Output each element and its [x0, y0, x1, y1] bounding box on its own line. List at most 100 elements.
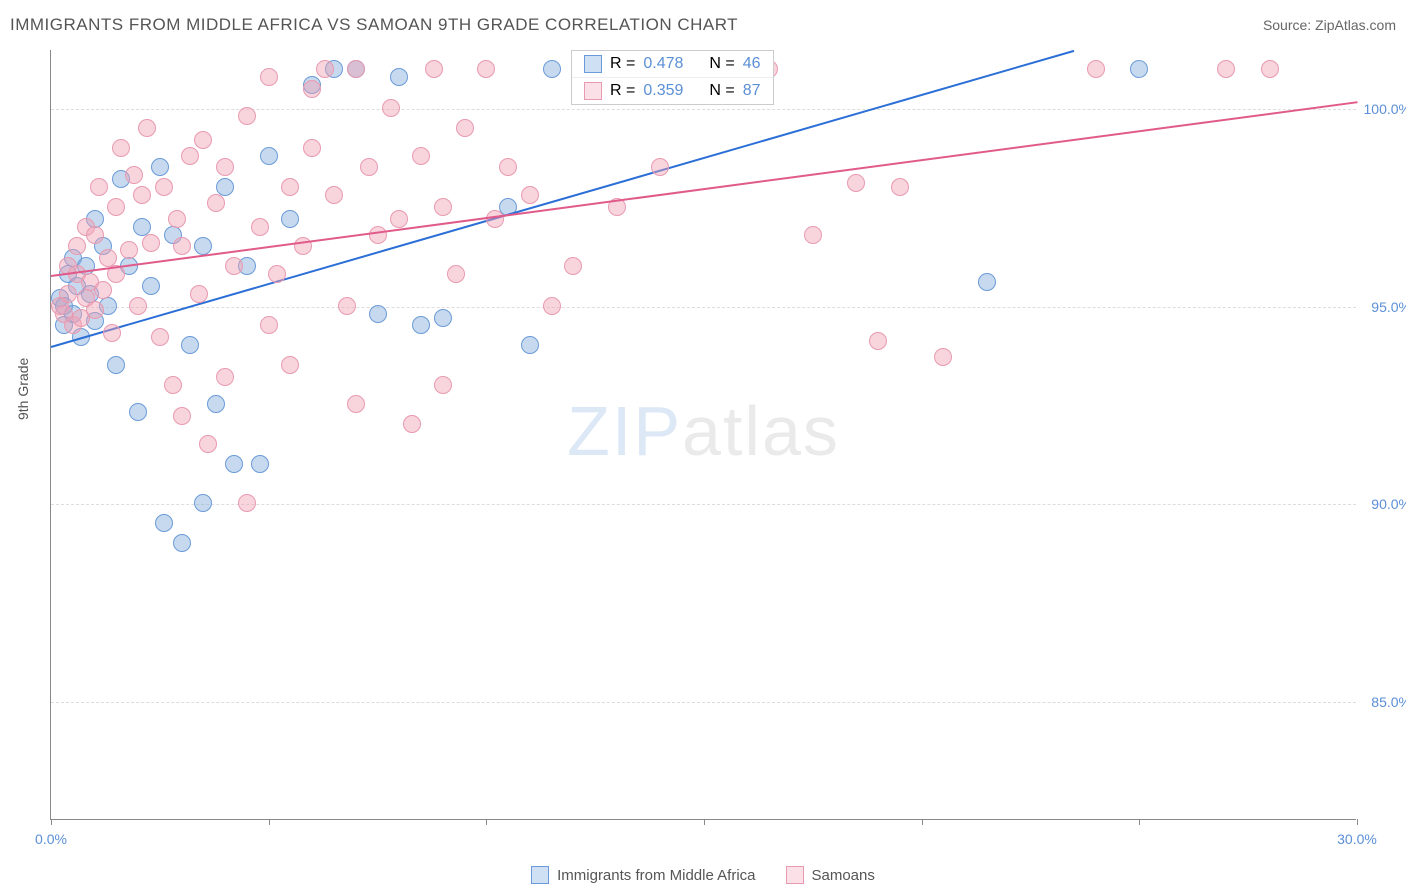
n-label: N =	[709, 55, 734, 73]
scatter-point	[142, 234, 160, 252]
scatter-point	[129, 297, 147, 315]
scatter-point	[251, 218, 269, 236]
scatter-point	[125, 166, 143, 184]
scatter-point	[543, 297, 561, 315]
r-value-1: 0.359	[643, 82, 683, 100]
scatter-point	[112, 139, 130, 157]
scatter-point	[268, 265, 286, 283]
scatter-point	[120, 241, 138, 259]
n-value-1: 87	[743, 82, 761, 100]
trend-line-0	[51, 50, 1075, 348]
scatter-point	[412, 147, 430, 165]
ytick-label: 90.0%	[1361, 496, 1406, 512]
scatter-point	[369, 226, 387, 244]
legend-row-series-0: R = 0.478 N = 46	[572, 51, 773, 77]
scatter-point	[151, 158, 169, 176]
scatter-point	[155, 514, 173, 532]
ytick-label: 100.0%	[1361, 101, 1406, 117]
ytick-label: 95.0%	[1361, 299, 1406, 315]
scatter-point	[216, 368, 234, 386]
r-value-0: 0.478	[643, 55, 683, 73]
scatter-point	[1217, 60, 1235, 78]
gridline-h	[51, 702, 1356, 703]
scatter-point	[499, 158, 517, 176]
scatter-point	[260, 68, 278, 86]
scatter-point	[447, 265, 465, 283]
chart-source: Source: ZipAtlas.com	[1263, 17, 1396, 33]
scatter-point	[360, 158, 378, 176]
scatter-point	[194, 131, 212, 149]
y-axis-label: 9th Grade	[15, 358, 31, 420]
scatter-point	[456, 119, 474, 137]
watermark-zip: ZIP	[567, 392, 682, 470]
legend-bottom-swatch-0	[531, 866, 549, 884]
gridline-h	[51, 307, 1356, 308]
scatter-point	[934, 348, 952, 366]
scatter-point	[316, 60, 334, 78]
scatter-point	[403, 415, 421, 433]
watermark: ZIPatlas	[567, 391, 840, 471]
scatter-point	[303, 80, 321, 98]
scatter-point	[173, 534, 191, 552]
scatter-point	[369, 305, 387, 323]
xtick	[704, 819, 705, 825]
legend-row-series-1: R = 0.359 N = 87	[572, 77, 773, 104]
scatter-point	[194, 494, 212, 512]
scatter-point	[434, 309, 452, 327]
scatter-point	[107, 356, 125, 374]
scatter-point	[164, 376, 182, 394]
scatter-point	[199, 435, 217, 453]
scatter-point	[216, 158, 234, 176]
scatter-point	[869, 332, 887, 350]
scatter-point	[173, 237, 191, 255]
scatter-point	[133, 186, 151, 204]
scatter-point	[238, 494, 256, 512]
scatter-point	[181, 147, 199, 165]
ytick-label: 85.0%	[1361, 694, 1406, 710]
scatter-point	[181, 336, 199, 354]
scatter-point	[151, 328, 169, 346]
xtick	[1357, 819, 1358, 825]
legend-bottom-label-1: Samoans	[812, 867, 875, 884]
scatter-point	[86, 226, 104, 244]
scatter-point	[434, 198, 452, 216]
legend-swatch-1	[584, 82, 602, 100]
scatter-point	[281, 356, 299, 374]
legend-swatch-0	[584, 55, 602, 73]
correlation-legend: R = 0.478 N = 46 R = 0.359 N = 87	[571, 50, 774, 105]
scatter-point	[107, 198, 125, 216]
scatter-point	[281, 210, 299, 228]
scatter-point	[207, 395, 225, 413]
n-label: N =	[709, 82, 734, 100]
scatter-point	[1130, 60, 1148, 78]
legend-item-0: Immigrants from Middle Africa	[531, 866, 755, 884]
n-value-0: 46	[743, 55, 761, 73]
scatter-point	[1261, 60, 1279, 78]
scatter-point	[347, 60, 365, 78]
scatter-point	[103, 324, 121, 342]
xtick-label: 0.0%	[35, 831, 67, 847]
scatter-point	[90, 178, 108, 196]
scatter-point	[651, 158, 669, 176]
scatter-point	[238, 107, 256, 125]
legend-bottom-swatch-1	[786, 866, 804, 884]
scatter-point	[564, 257, 582, 275]
chart-header: IMMIGRANTS FROM MIDDLE AFRICA VS SAMOAN …	[10, 10, 1396, 40]
watermark-atlas: atlas	[682, 392, 840, 470]
scatter-point	[129, 403, 147, 421]
scatter-point	[68, 237, 86, 255]
scatter-point	[338, 297, 356, 315]
scatter-point	[251, 455, 269, 473]
scatter-point	[86, 301, 104, 319]
xtick	[1139, 819, 1140, 825]
scatter-point	[543, 60, 561, 78]
scatter-point	[847, 174, 865, 192]
scatter-point	[390, 210, 408, 228]
scatter-point	[173, 407, 191, 425]
scatter-point	[281, 178, 299, 196]
scatter-point	[477, 60, 495, 78]
scatter-point	[142, 277, 160, 295]
scatter-point	[434, 376, 452, 394]
scatter-point	[425, 60, 443, 78]
scatter-point	[225, 257, 243, 275]
